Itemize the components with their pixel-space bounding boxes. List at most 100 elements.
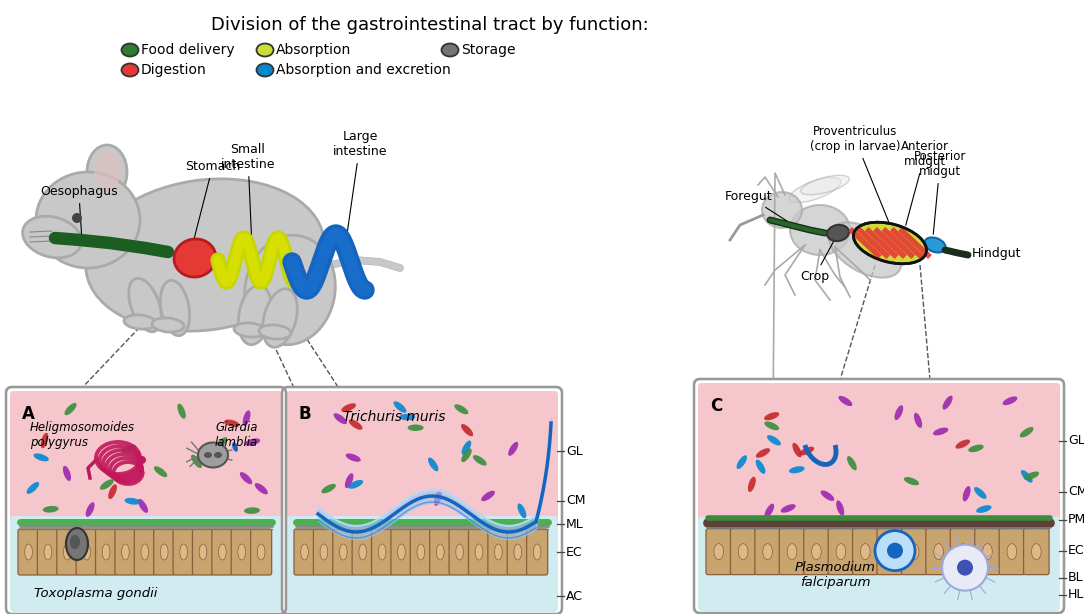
Ellipse shape <box>780 504 796 513</box>
Ellipse shape <box>756 448 770 458</box>
Ellipse shape <box>321 484 336 493</box>
Ellipse shape <box>533 544 541 560</box>
FancyBboxPatch shape <box>828 529 853 575</box>
Ellipse shape <box>204 452 212 458</box>
FancyBboxPatch shape <box>10 391 282 528</box>
Ellipse shape <box>42 506 59 513</box>
FancyBboxPatch shape <box>902 529 927 575</box>
FancyBboxPatch shape <box>706 529 732 575</box>
Ellipse shape <box>108 484 117 499</box>
FancyBboxPatch shape <box>154 529 175 575</box>
FancyBboxPatch shape <box>313 529 335 575</box>
Ellipse shape <box>66 528 88 560</box>
Ellipse shape <box>408 424 424 431</box>
FancyBboxPatch shape <box>333 529 353 575</box>
Ellipse shape <box>257 63 273 77</box>
Text: Division of the gastrointestinal tract by function:: Division of the gastrointestinal tract b… <box>211 16 649 34</box>
Ellipse shape <box>836 543 846 559</box>
FancyBboxPatch shape <box>115 529 136 575</box>
Ellipse shape <box>259 325 291 339</box>
Ellipse shape <box>346 453 361 462</box>
Ellipse shape <box>764 503 774 518</box>
FancyBboxPatch shape <box>352 529 373 575</box>
Ellipse shape <box>976 505 992 513</box>
Text: Posterior
midgut: Posterior midgut <box>914 150 966 234</box>
Ellipse shape <box>982 543 992 559</box>
FancyBboxPatch shape <box>294 529 315 575</box>
Ellipse shape <box>789 177 841 203</box>
Ellipse shape <box>345 473 353 488</box>
Text: BL: BL <box>1068 571 1084 584</box>
FancyBboxPatch shape <box>429 529 451 575</box>
Ellipse shape <box>102 544 109 560</box>
Ellipse shape <box>462 440 472 455</box>
FancyBboxPatch shape <box>975 529 1001 575</box>
Ellipse shape <box>244 507 260 514</box>
FancyBboxPatch shape <box>134 529 155 575</box>
Text: Crop: Crop <box>800 239 835 283</box>
Ellipse shape <box>262 289 297 348</box>
FancyBboxPatch shape <box>694 379 1064 613</box>
Ellipse shape <box>341 403 356 412</box>
Ellipse shape <box>82 544 91 560</box>
FancyBboxPatch shape <box>411 529 431 575</box>
FancyBboxPatch shape <box>282 387 562 614</box>
Circle shape <box>875 530 915 570</box>
Text: Food delivery: Food delivery <box>141 43 234 57</box>
Text: Large
intestine: Large intestine <box>333 130 387 245</box>
Circle shape <box>887 543 903 559</box>
Ellipse shape <box>847 456 856 470</box>
Ellipse shape <box>245 235 335 344</box>
Ellipse shape <box>437 544 444 560</box>
Ellipse shape <box>378 544 386 560</box>
Ellipse shape <box>34 453 49 461</box>
Text: AC: AC <box>566 589 583 602</box>
Ellipse shape <box>462 448 472 462</box>
FancyBboxPatch shape <box>488 529 508 575</box>
Text: Giardia
lamblia: Giardia lamblia <box>215 421 258 449</box>
FancyBboxPatch shape <box>731 529 756 575</box>
Ellipse shape <box>454 404 468 414</box>
Ellipse shape <box>885 543 894 559</box>
Ellipse shape <box>121 44 139 56</box>
Ellipse shape <box>198 443 228 467</box>
Ellipse shape <box>359 544 366 560</box>
FancyBboxPatch shape <box>286 391 558 528</box>
Ellipse shape <box>517 503 527 518</box>
FancyBboxPatch shape <box>754 529 780 575</box>
Ellipse shape <box>1003 397 1018 405</box>
FancyBboxPatch shape <box>926 529 952 575</box>
Text: HL: HL <box>1068 588 1084 602</box>
Ellipse shape <box>141 544 149 560</box>
Ellipse shape <box>393 402 406 413</box>
Ellipse shape <box>238 286 272 344</box>
FancyBboxPatch shape <box>698 516 1060 611</box>
Text: A: A <box>22 405 35 423</box>
Ellipse shape <box>1020 427 1033 437</box>
Ellipse shape <box>178 403 185 419</box>
Text: EC: EC <box>1068 544 1084 557</box>
Ellipse shape <box>121 544 129 560</box>
Ellipse shape <box>86 502 94 517</box>
FancyBboxPatch shape <box>527 529 547 575</box>
Text: Storage: Storage <box>461 43 516 57</box>
Ellipse shape <box>914 413 922 428</box>
Text: C: C <box>710 397 722 415</box>
Text: Plasmodium
falciparum: Plasmodium falciparum <box>795 561 876 589</box>
FancyBboxPatch shape <box>372 529 392 575</box>
Ellipse shape <box>154 466 167 477</box>
FancyBboxPatch shape <box>37 529 59 575</box>
Ellipse shape <box>23 216 81 258</box>
Ellipse shape <box>399 414 415 421</box>
Ellipse shape <box>398 544 405 560</box>
Ellipse shape <box>152 318 184 332</box>
Ellipse shape <box>36 172 140 268</box>
Ellipse shape <box>27 482 39 494</box>
Ellipse shape <box>762 192 802 228</box>
Ellipse shape <box>461 424 474 437</box>
Ellipse shape <box>827 225 849 241</box>
Circle shape <box>138 456 146 464</box>
Ellipse shape <box>441 44 459 56</box>
Ellipse shape <box>963 486 970 502</box>
Ellipse shape <box>975 487 986 499</box>
